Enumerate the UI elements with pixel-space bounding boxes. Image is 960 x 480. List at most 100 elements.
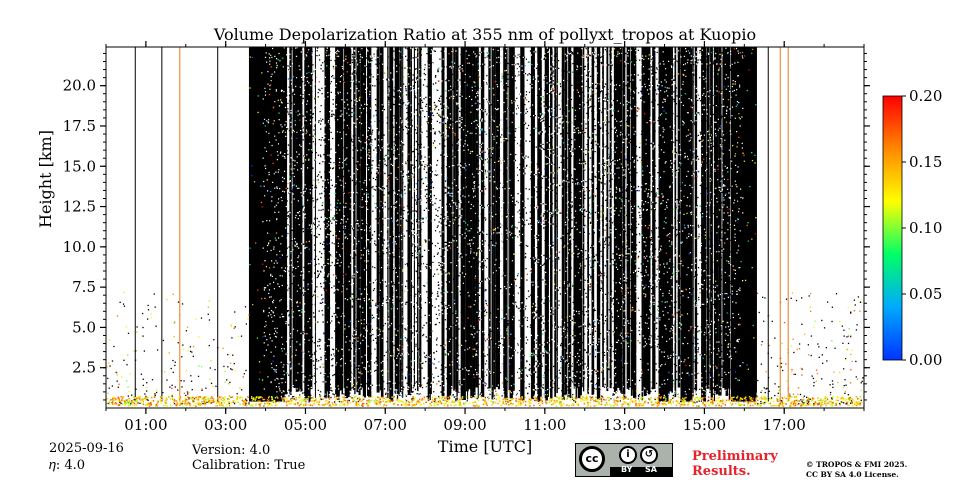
noise-point xyxy=(625,158,627,161)
ground-point xyxy=(519,404,522,406)
sparse-point xyxy=(171,396,173,399)
ground-point xyxy=(845,398,848,400)
ground-point xyxy=(692,396,694,398)
noise-point xyxy=(728,208,730,210)
ground-point xyxy=(855,396,858,398)
noise-point xyxy=(305,55,308,57)
ground-point xyxy=(172,398,175,401)
ground-point xyxy=(690,400,692,403)
ground-point xyxy=(816,403,819,405)
noise-point xyxy=(379,329,381,331)
ground-point xyxy=(790,403,792,406)
noise-point xyxy=(435,383,438,385)
ground-point xyxy=(815,401,817,404)
noise-point xyxy=(668,236,671,239)
sparse-point xyxy=(171,395,173,397)
ground-point xyxy=(312,397,315,400)
noise-point xyxy=(562,142,565,144)
noise-point xyxy=(693,347,695,350)
noise-point xyxy=(481,207,484,209)
noise-point xyxy=(736,104,739,106)
noise-point xyxy=(499,160,501,162)
ground-point xyxy=(259,403,261,406)
sparse-point xyxy=(183,348,185,350)
ground-point xyxy=(502,402,505,405)
noise-point xyxy=(622,255,624,257)
noise-point xyxy=(314,97,316,99)
ground-point xyxy=(402,401,405,404)
ground-point xyxy=(653,403,655,406)
ground-point xyxy=(730,398,733,400)
ground-point xyxy=(776,398,778,400)
ground-point xyxy=(619,396,621,398)
noise-point xyxy=(725,121,728,123)
sparse-point xyxy=(850,334,852,337)
ground-point xyxy=(702,403,705,406)
noise-point xyxy=(476,252,478,255)
ground-point xyxy=(716,402,719,405)
ground-point xyxy=(826,398,829,401)
noise-point xyxy=(563,246,565,248)
ground-point xyxy=(303,404,305,407)
ground-point xyxy=(680,403,682,406)
signal-streak xyxy=(720,47,722,396)
ground-point xyxy=(311,399,313,402)
sparse-point xyxy=(156,349,159,351)
x-tick-label: 13:00 xyxy=(603,416,646,434)
sparse-point xyxy=(813,402,815,405)
ground-point xyxy=(156,405,159,407)
ground-point xyxy=(132,401,135,404)
ground-point xyxy=(400,404,403,406)
ground-point xyxy=(355,404,358,407)
noise-point xyxy=(322,366,324,368)
ground-point xyxy=(657,400,659,403)
ground-point xyxy=(623,400,625,403)
sparse-point xyxy=(817,343,819,345)
ground-point xyxy=(694,399,697,401)
noise-point xyxy=(469,132,471,134)
noise-point xyxy=(570,121,573,124)
noise-point xyxy=(346,71,348,73)
signal-streak xyxy=(289,47,292,395)
ground-point xyxy=(401,400,404,403)
ground-point xyxy=(739,403,741,405)
noise-point xyxy=(445,126,448,128)
ground-point xyxy=(779,403,781,405)
ground-point xyxy=(244,399,246,402)
noise-point xyxy=(678,262,680,265)
noise-point xyxy=(715,331,717,334)
ground-point xyxy=(711,403,714,406)
ground-point xyxy=(184,397,187,400)
ground-point xyxy=(512,403,514,405)
noise-point xyxy=(682,73,684,76)
ground-point xyxy=(701,397,704,400)
ground-point xyxy=(164,401,167,404)
noise-point xyxy=(360,319,362,321)
ground-point xyxy=(120,401,123,403)
sparse-point xyxy=(183,392,185,394)
noise-point xyxy=(437,273,440,275)
ground-point xyxy=(328,400,330,403)
ground-point xyxy=(352,398,355,400)
ground-point xyxy=(460,398,463,400)
noise-point xyxy=(368,166,370,169)
ground-point xyxy=(251,397,253,399)
ground-point xyxy=(484,398,486,400)
ground-point xyxy=(720,405,723,407)
noise-point xyxy=(321,299,323,301)
noise-point xyxy=(751,151,753,154)
noise-point xyxy=(448,273,450,275)
signal-streak xyxy=(751,47,753,400)
signal-streak xyxy=(561,47,565,400)
sparse-point xyxy=(839,402,841,405)
noise-point xyxy=(453,299,455,301)
ground-point xyxy=(530,402,532,404)
ground-point xyxy=(204,402,207,405)
noise-point xyxy=(626,103,628,105)
ground-point xyxy=(151,400,153,402)
noise-point xyxy=(310,149,313,151)
noise-point xyxy=(484,290,486,292)
ground-point xyxy=(145,397,147,399)
ground-point xyxy=(811,400,813,402)
noise-point xyxy=(352,297,354,299)
